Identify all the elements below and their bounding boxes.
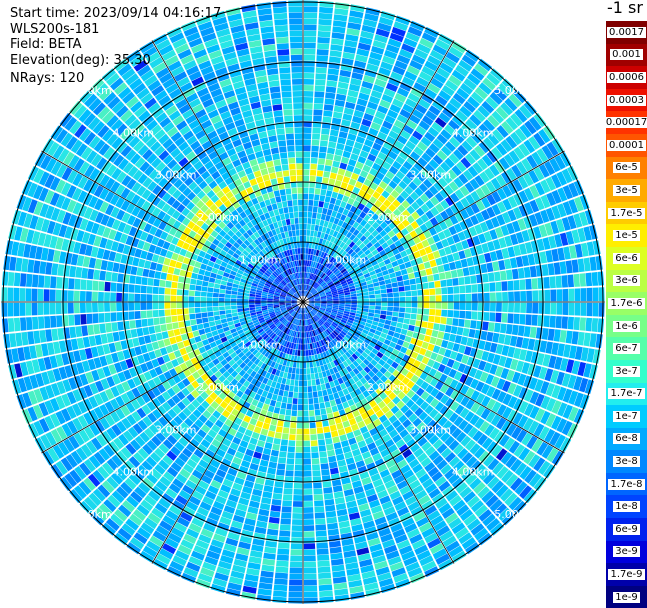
colorbar-cell: 3e-9 <box>606 540 647 564</box>
colorbar-cell: 1e-5 <box>606 224 647 247</box>
colorbar-cell: 1.7e-9 <box>606 563 647 586</box>
colorbar-tick-label: 1.7e-5 <box>608 207 645 219</box>
range-ring-label: 4.00km <box>452 126 494 139</box>
colorbar-tick-label: 1e-9 <box>613 591 640 603</box>
range-ring-label: 4.00km <box>113 126 155 139</box>
colorbar-tick-label: 0.0003 <box>607 94 646 106</box>
colorbar-cell: 1e-6 <box>606 314 647 338</box>
range-ring-label: 1.00km <box>325 254 367 267</box>
colorbar-cell: 3e-7 <box>606 359 647 383</box>
colorbar-tick-label: 6e-8 <box>613 433 640 445</box>
colorbar-cell: 0.0003 <box>606 88 647 112</box>
range-ring-label: 1.00km <box>240 254 282 267</box>
colorbar: 0.0017 0.001 0.0006 0.0003 0.00017 0.0001 6e-5… <box>603 21 647 608</box>
azimuth-spoke <box>41 301 304 454</box>
colorbar-tick-label: 1e-8 <box>613 501 640 513</box>
start-time-label: Start time: 2023/09/14 04:16:17 <box>10 6 222 21</box>
range-ring-label: 5.00km <box>494 508 536 521</box>
colorbar-cell: 6e-8 <box>606 427 647 451</box>
colorbar-tick-label: 0.00017 <box>603 117 647 129</box>
range-ring-label: 3.00km <box>155 423 197 436</box>
colorbar-tick-label: 0.001 <box>610 49 643 61</box>
colorbar-cell: 1.7e-8 <box>606 472 647 496</box>
backscatter-cells <box>1 0 605 604</box>
colorbar-units-label: -1 sr <box>607 0 643 17</box>
field-label: Field: BETA <box>10 37 82 52</box>
colorbar-tick-label: 1e-5 <box>613 230 640 242</box>
range-ring-label: 3.00km <box>409 423 451 436</box>
colorbar-tick-label: 6e-5 <box>613 162 640 174</box>
colorbar-tick-label: 3e-7 <box>613 365 640 377</box>
colorbar-tick-label: 1.7e-6 <box>608 297 645 309</box>
range-ring-label: 4.00km <box>113 466 155 479</box>
range-ring-labels: 1.00km 2.00km 3.00km 4.00km 5.00km 1.00km 2.00… <box>70 84 536 521</box>
colorbar-tick-label: 6e-9 <box>613 523 640 535</box>
colorbar-cell: 1.7e-7 <box>606 382 647 406</box>
azimuth-spoke <box>151 40 304 303</box>
colorbar-tick-label: 0.0001 <box>607 139 646 151</box>
colorbar-cell: 0.001 <box>606 43 647 67</box>
colorbar-cell: 3e-8 <box>606 450 647 473</box>
range-ring-label: 5.00km <box>70 508 112 521</box>
colorbar-tick-label: 3e-8 <box>613 456 640 468</box>
colorbar-tick-label: 1e-6 <box>613 320 640 332</box>
range-ring-label: 5.00km <box>494 84 536 97</box>
backscatter-cell-group <box>3 2 603 594</box>
elevation-label: Elevation(deg): 35.30 <box>10 53 151 68</box>
colorbar-tick-label: 1e-7 <box>613 410 640 422</box>
backscatter-cell-group <box>1 0 605 592</box>
range-ring-label: 2.00km <box>197 211 239 224</box>
azimuth-spoke <box>302 301 455 564</box>
azimuth-spoke <box>302 40 455 303</box>
range-ring-label: 2.00km <box>367 381 409 394</box>
colorbar-cell: 3e-5 <box>606 179 647 202</box>
colorbar-cell: 0.0001 <box>606 133 647 157</box>
colorbar-cell: 0.00017 <box>603 111 647 134</box>
colorbar-cell: 6e-5 <box>606 156 647 180</box>
colorbar-cell: 1e-9 <box>606 585 647 608</box>
colorbar-cell: 0.0017 <box>606 21 647 44</box>
colorbar-cell: 1.7e-5 <box>606 201 647 225</box>
colorbar-tick-label: 6e-7 <box>613 343 640 355</box>
colorbar-tick-label: 3e-5 <box>613 184 640 196</box>
colorbar-tick-label: 1.7e-9 <box>608 569 645 581</box>
colorbar-cell: 1e-8 <box>606 495 647 519</box>
azimuth-spoke <box>41 150 304 303</box>
range-ring-label: 1.00km <box>240 338 282 351</box>
colorbar-tick-label: 1.7e-7 <box>608 388 645 400</box>
range-ring-label: 1.00km <box>325 338 367 351</box>
backscatter-cell-group <box>273 254 341 356</box>
colorbar-tick-label: 6e-6 <box>613 252 640 264</box>
colorbar-tick-label: 0.0006 <box>607 71 646 83</box>
colorbar-cell: 3e-6 <box>606 269 647 293</box>
range-ring-label: 2.00km <box>197 381 239 394</box>
colorbar-tick-label: 3e-9 <box>613 546 640 558</box>
colorbar-cell: 0.0006 <box>606 66 647 89</box>
colorbar-cell: 6e-6 <box>606 246 647 270</box>
colorbar-tick-label: 3e-6 <box>613 275 640 287</box>
colorbar-cell: 6e-7 <box>606 337 647 360</box>
backscatter-cell-group <box>87 26 587 555</box>
colorbar-cell: 6e-9 <box>606 518 647 541</box>
backscatter-cell-group <box>1 7 603 604</box>
azimuth-spoke <box>151 301 304 564</box>
colorbar-tick-label: 0.0017 <box>607 26 646 38</box>
ppi-scan-plot: 1.00km 2.00km 3.00km 4.00km 5.00km 1.00km 2.00… <box>1 0 605 604</box>
range-ring-label: 4.00km <box>452 466 494 479</box>
range-ring-label: 5.00km <box>70 84 112 97</box>
colorbar-tick-label: 1.7e-8 <box>608 478 645 490</box>
colorbar-cell: 1e-7 <box>606 405 647 428</box>
azimuth-spokes <box>1 0 605 604</box>
range-ring-label: 3.00km <box>409 169 451 182</box>
range-ring-label: 2.00km <box>367 211 409 224</box>
range-ring-label: 3.00km <box>155 169 197 182</box>
device-label: WLS200s-181 <box>10 22 100 37</box>
azimuth-spoke <box>302 301 565 454</box>
nrays-label: NRays: 120 <box>10 71 85 86</box>
colorbar-cell: 1.7e-6 <box>606 292 647 315</box>
azimuth-spoke <box>302 150 565 303</box>
